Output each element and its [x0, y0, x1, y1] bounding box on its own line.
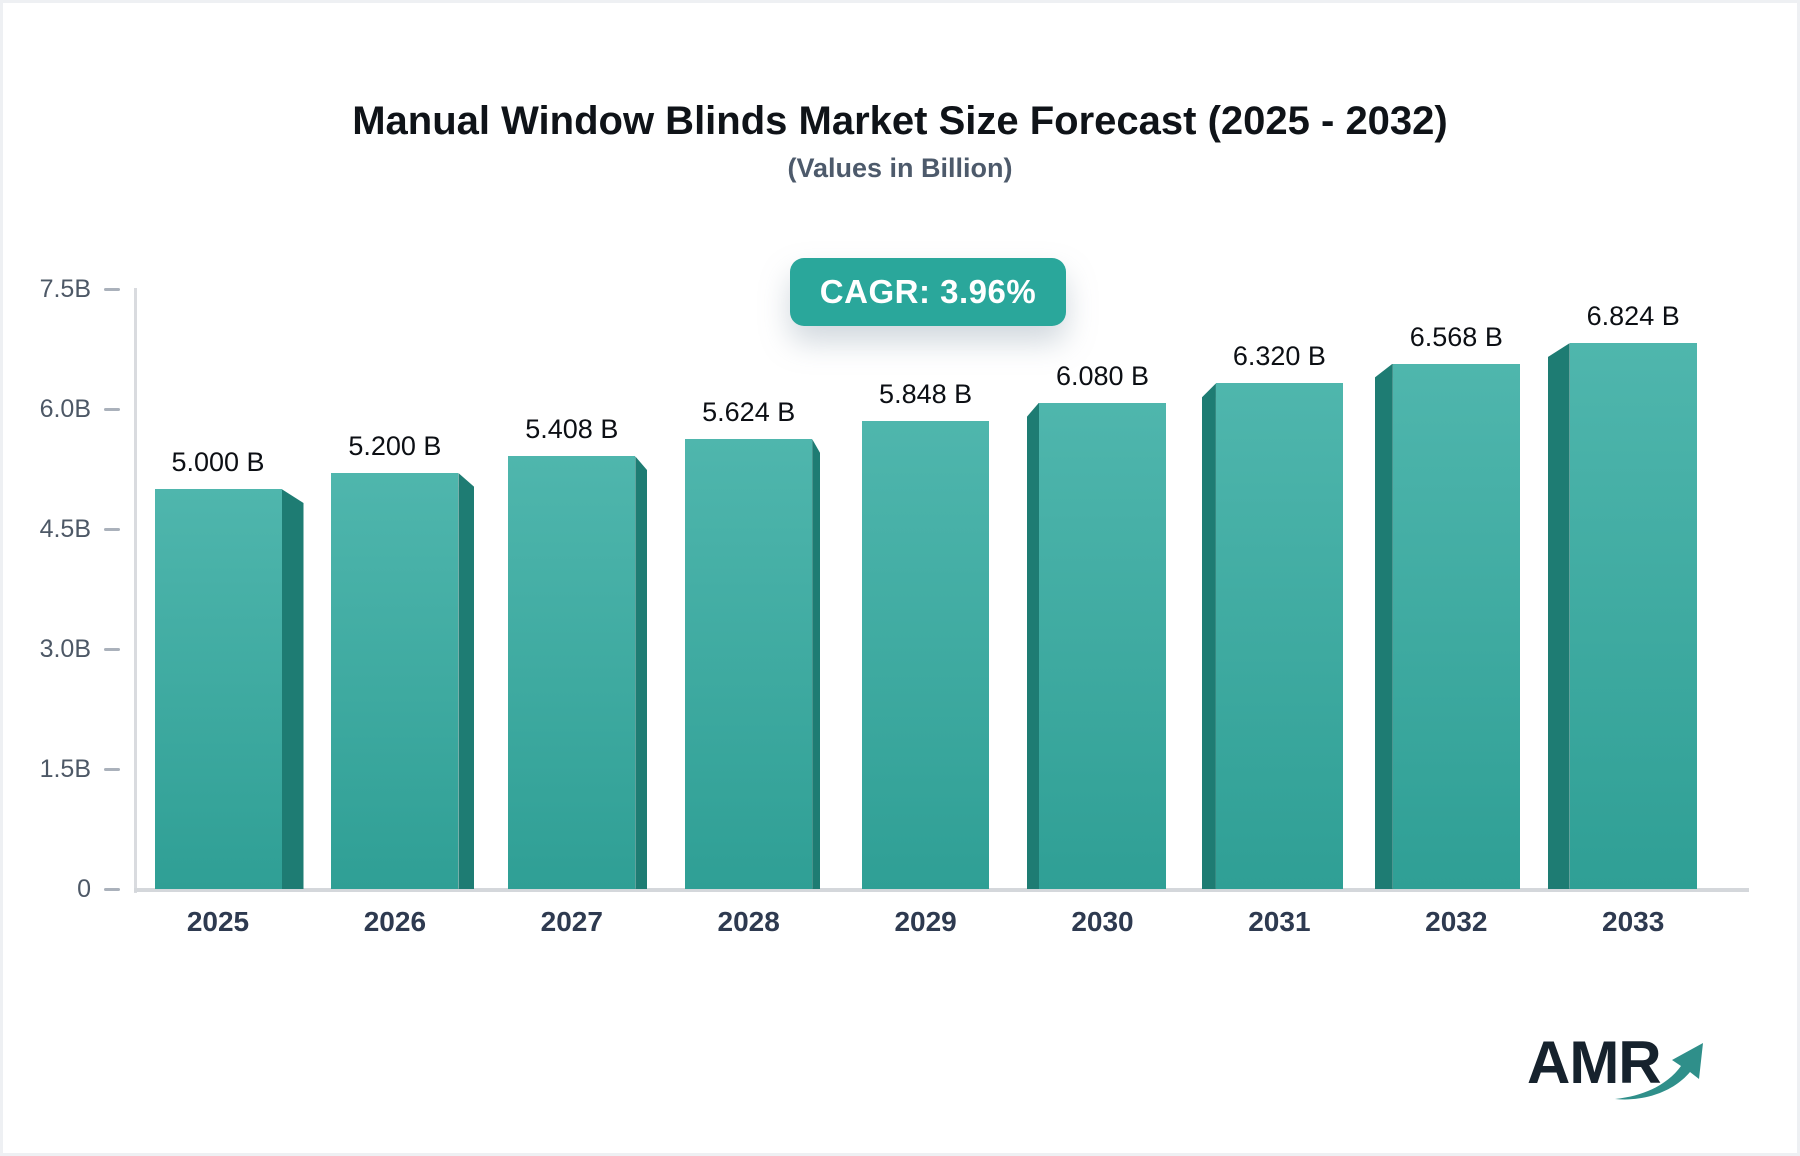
- bar: [508, 456, 636, 889]
- bar-3d-side: [635, 456, 648, 889]
- bar-value-label: 6.568 B: [1409, 321, 1503, 352]
- bar: [862, 421, 990, 889]
- y-tick-dash: [104, 528, 120, 531]
- x-tick-label: 2031: [1248, 906, 1311, 937]
- x-tick-label: 2028: [717, 906, 780, 937]
- bar-value-label: 6.824 B: [1586, 301, 1680, 332]
- bar: [1215, 383, 1343, 889]
- x-tick-label: 2033: [1602, 906, 1665, 937]
- x-tick-label: 2030: [1071, 906, 1134, 937]
- bar-value-label: 5.848 B: [879, 379, 973, 410]
- bar-3d-side: [458, 473, 475, 889]
- bar-3d-side: [281, 489, 304, 889]
- y-tick-dash: [104, 888, 120, 891]
- x-tick-label: 2027: [540, 906, 603, 937]
- cagr-badge: CAGR: 3.96%: [790, 258, 1066, 326]
- bar-3d-side: [1547, 343, 1570, 889]
- bar-3d-side: [1201, 383, 1216, 889]
- bar-value-label: 5.624 B: [702, 397, 796, 428]
- y-tick-label: 3.0B: [39, 635, 91, 663]
- bar: [1569, 343, 1697, 889]
- y-tick-dash: [104, 408, 120, 411]
- chart-subtitle: (Values in Billion): [787, 153, 1013, 183]
- growth-arrow-icon: [1615, 1043, 1703, 1100]
- bar-value-label: 5.200 B: [348, 431, 442, 461]
- y-tick-dash: [104, 768, 120, 771]
- bar-value-label: 5.000 B: [171, 447, 265, 477]
- y-tick-dash: [104, 648, 120, 651]
- x-tick-label: 2026: [363, 906, 427, 937]
- chart-title: Manual Window Blinds Market Size Forecas…: [352, 99, 1448, 143]
- y-tick-label: 7.5B: [39, 275, 91, 303]
- y-tick-dash: [104, 288, 120, 291]
- bar: [1392, 363, 1520, 889]
- y-tick-label: 1.5B: [39, 755, 91, 783]
- bar-3d-side: [812, 439, 821, 889]
- x-tick-label: 2025: [186, 906, 250, 937]
- bar: [685, 439, 813, 889]
- bar: [1039, 402, 1166, 889]
- bar-value-label: 6.320 B: [1232, 341, 1326, 372]
- bar: [331, 473, 459, 889]
- amr-logo: AMR: [1527, 1033, 1747, 1123]
- bar-3d-side: [1027, 402, 1039, 889]
- y-tick-label: 4.5B: [39, 515, 91, 543]
- bar-3d-side: [1374, 363, 1393, 889]
- bar-value-label: 6.080 B: [1055, 360, 1150, 391]
- bar: [154, 489, 282, 889]
- amr-logo-text: AMR: [1527, 1029, 1662, 1096]
- y-tick-label: 6.0B: [39, 395, 91, 423]
- x-tick-label: 2029: [894, 906, 957, 937]
- x-axis-baseline: [134, 888, 1749, 892]
- y-tick-label: 0: [77, 875, 91, 903]
- cagr-badge-label: CAGR: 3.96%: [819, 273, 1037, 310]
- x-tick-label: 2032: [1425, 906, 1488, 937]
- y-axis-line: [134, 288, 137, 893]
- bar-value-label: 5.408 B: [525, 414, 619, 445]
